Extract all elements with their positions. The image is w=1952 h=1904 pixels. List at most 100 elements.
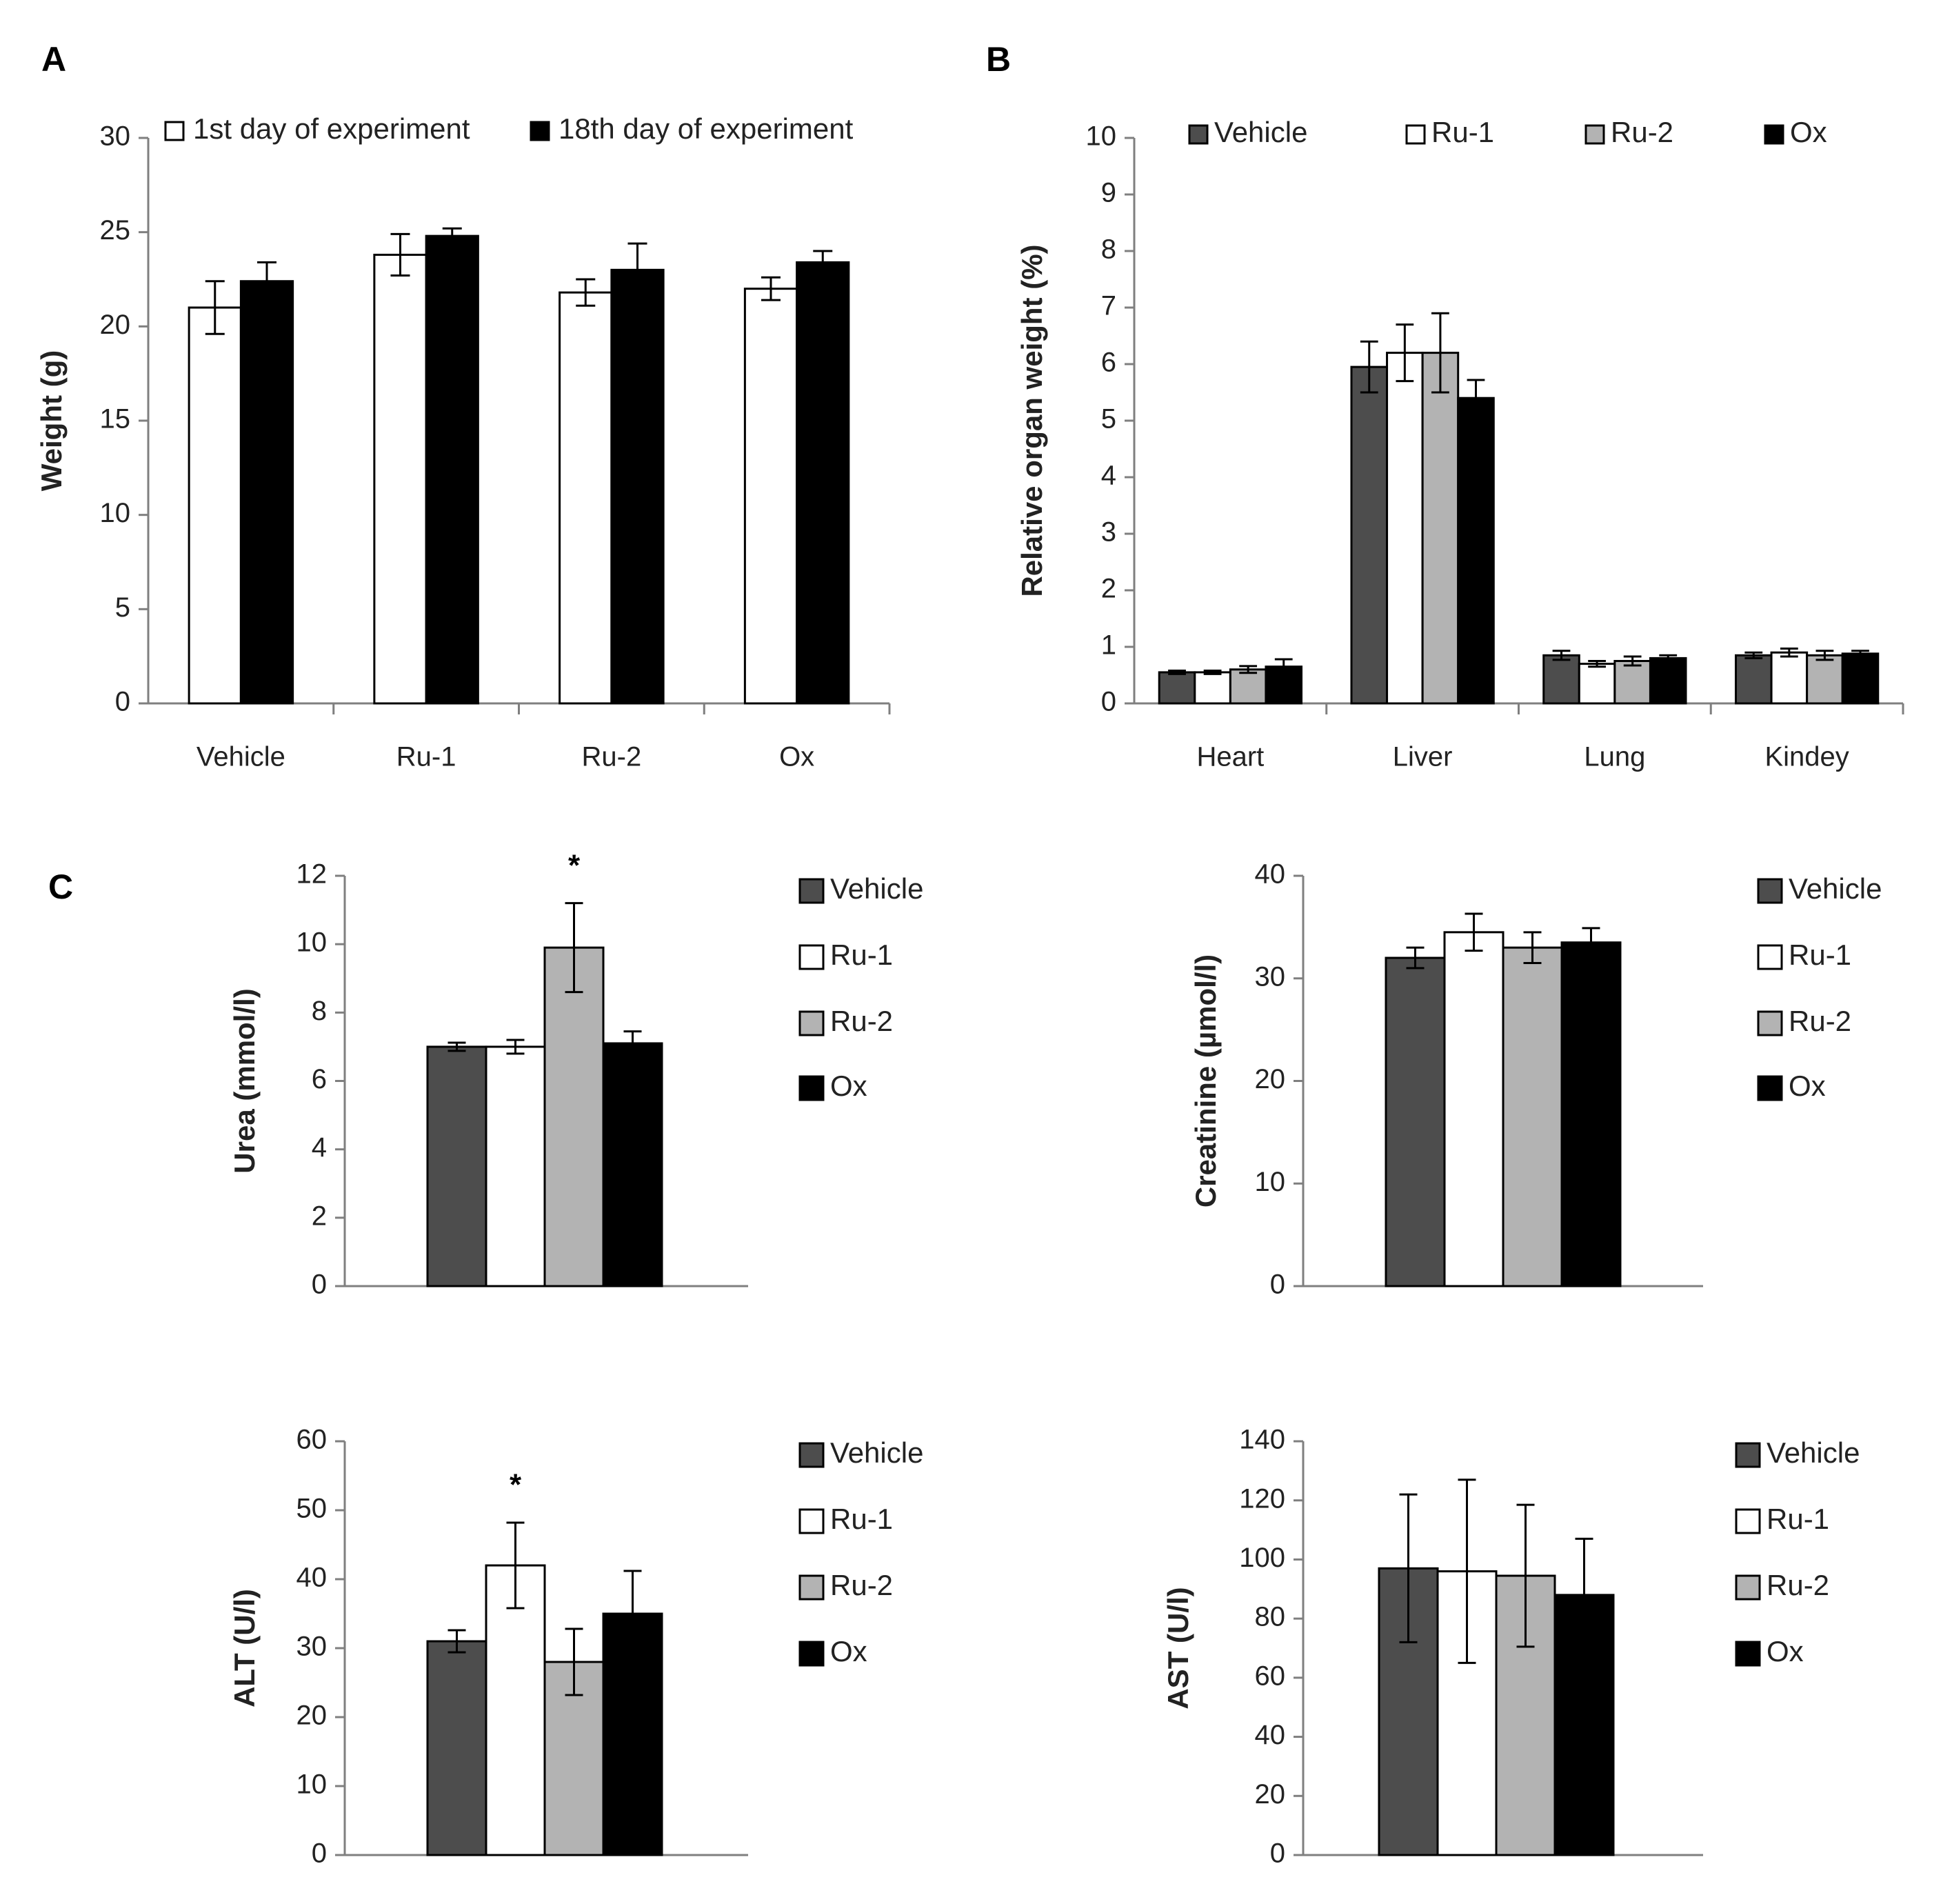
chart-panel-c1: C 0 2 4 6 8 10 12 Urea (mmol/l) * Vehicle Ru-1 Ru-2 O…: [48, 848, 923, 1299]
legend-swatch-vehicle: [1735, 1442, 1761, 1468]
legend-swatch-1st-day-of-experiment: [164, 121, 185, 141]
y-tick-label: 8: [312, 996, 327, 1026]
legend-label-ox: Ox: [1789, 1070, 1826, 1102]
bar-18th-day-of-experiment-ru-2: [610, 268, 665, 705]
y-tick-label: 1: [1101, 630, 1116, 661]
y-tick-label: 140: [1239, 1425, 1285, 1455]
y-tick-label: 20: [1255, 1064, 1286, 1094]
y-tick-label: 0: [115, 687, 130, 717]
panel-label: C: [48, 868, 73, 906]
bar-vehicle-liver: [1350, 365, 1389, 705]
x-tick-label-lung: Lung: [1584, 742, 1645, 772]
bar-ru-2-lung: [1613, 660, 1651, 705]
bar-ox: [1560, 941, 1622, 1287]
legend-swatch-18th-day-of-experiment: [530, 121, 550, 141]
legend-swatch-vehicle: [1757, 878, 1783, 904]
y-tick-label: 20: [1255, 1779, 1286, 1810]
x-tick-label-ru-1: Ru-1: [396, 742, 456, 772]
legend-swatch-ru-2: [1735, 1574, 1761, 1601]
y-tick-label: 8: [1101, 234, 1116, 265]
legend-label-ru-1: Ru-1: [1767, 1503, 1829, 1535]
legend-swatch-vehicle: [1188, 124, 1209, 145]
y-tick-label: 100: [1239, 1543, 1285, 1573]
legend-swatch-vehicle: [798, 1442, 825, 1468]
bar-vehicle: [426, 1640, 487, 1856]
x-tick-label-ru-2: Ru-2: [582, 742, 642, 772]
y-tick-label: 12: [296, 859, 328, 890]
y-tick-label: 40: [1255, 1720, 1286, 1750]
legend-swatch-ox: [1764, 124, 1784, 145]
bar-ox-kindey: [1841, 652, 1880, 705]
legend-label-ru-1: Ru-1: [830, 939, 893, 971]
legend-label-vehicle: Vehicle: [1767, 1436, 1860, 1469]
legend: Vehicle Ru-1 Ru-2 Ox: [798, 872, 923, 1102]
legend-label-ox: Ox: [1767, 1635, 1804, 1667]
significance-marker: *: [510, 1468, 522, 1502]
legend-label-vehicle: Vehicle: [1214, 116, 1307, 148]
y-tick-label: 30: [296, 1632, 328, 1662]
chart-panel-a: A 0 5 10 15 20 25 30 Weight (g) Vehicle Ru-1 Ru-2 Ox…: [35, 40, 891, 772]
y-tick-label: 50: [296, 1494, 328, 1524]
legend-label-1st-day-of-experiment: 1st day of experiment: [193, 112, 470, 145]
y-tick-label: 4: [312, 1132, 327, 1163]
y-tick-label: 0: [1270, 1838, 1285, 1869]
legend-label-ru-2: Ru-2: [830, 1569, 893, 1601]
legend-swatch-ox: [1757, 1075, 1783, 1101]
y-tick-label: 2: [1101, 574, 1116, 604]
legend-swatch-ox: [798, 1641, 825, 1667]
legend-label-18th-day-of-experiment: 18th day of experiment: [559, 112, 854, 145]
y-axis-title: Weight (g): [35, 350, 68, 492]
bar-ru-1-heart: [1194, 671, 1231, 705]
legend-label-vehicle: Vehicle: [1789, 872, 1882, 905]
x-tick-label-heart: Heart: [1196, 742, 1264, 772]
legend-label-ru-2: Ru-2: [1611, 116, 1673, 148]
y-tick-label: 10: [296, 1770, 328, 1800]
legend: 1st day of experiment 18th day of experim…: [164, 112, 854, 145]
bar-1st-day-of-experiment-ru-1: [373, 253, 427, 705]
y-tick-label: 0: [312, 1270, 327, 1300]
y-tick-label: 10: [100, 498, 131, 528]
y-tick-label: 20: [100, 310, 131, 340]
legend-swatch-ru-2: [798, 1010, 825, 1036]
legend-swatch-ru-2: [798, 1574, 825, 1601]
bar-18th-day-of-experiment-ox: [796, 261, 850, 705]
y-tick-label: 120: [1239, 1483, 1285, 1514]
bar-vehicle-heart: [1158, 671, 1196, 705]
legend-swatch-ru-2: [1584, 124, 1605, 145]
y-tick-label: 25: [100, 215, 131, 245]
bar-ru-2: [543, 946, 605, 1287]
bar-ru-2-heart: [1229, 668, 1267, 705]
chart-panel-c2: 0 10 20 30 40 Creatinine (µmol/l) Vehicle Ru-1 R…: [1189, 859, 1882, 1300]
legend-label-ru-1: Ru-1: [1789, 939, 1851, 971]
bar-1st-day-of-experiment-ox: [743, 288, 798, 705]
y-tick-label: 20: [296, 1701, 328, 1731]
y-tick-label: 10: [1086, 121, 1117, 152]
legend-label-ox: Ox: [1790, 116, 1827, 148]
bar-1st-day-of-experiment-ru-2: [559, 291, 613, 705]
y-tick-label: 0: [1270, 1270, 1285, 1300]
y-tick-label: 6: [1101, 348, 1116, 378]
legend-label-ru-1: Ru-1: [830, 1503, 893, 1535]
legend-label-ox: Ox: [830, 1635, 867, 1667]
panel-label: B: [986, 40, 1011, 79]
y-tick-label: 40: [296, 1563, 328, 1593]
bar-ru-1: [485, 1564, 546, 1856]
legend-swatch-ru-1: [798, 1508, 825, 1534]
y-tick-label: 4: [1101, 461, 1116, 491]
x-tick-label-ox: Ox: [779, 742, 814, 772]
y-tick-label: 10: [296, 928, 328, 958]
bar-ru-2-liver: [1421, 352, 1460, 705]
bar-vehicle: [426, 1045, 487, 1287]
chart-panel-b: B 0 1 2 3 4 5 6 7 8 9 10 Relative organ weight (%) He…: [986, 40, 1904, 772]
y-tick-label: 5: [115, 592, 130, 623]
legend-swatch-ru-1: [1757, 944, 1783, 970]
y-tick-label: 30: [1255, 961, 1286, 992]
bar-ru-1-lung: [1578, 663, 1616, 705]
bar-ru-2: [1502, 946, 1563, 1287]
bar-vehicle: [1385, 956, 1446, 1287]
y-tick-label: 60: [1255, 1661, 1286, 1691]
legend-swatch-ru-1: [1735, 1508, 1761, 1534]
y-tick-label: 30: [100, 121, 131, 152]
legend-label-ru-2: Ru-2: [1789, 1005, 1851, 1037]
legend: Vehicle Ru-1 Ru-2 Ox: [1188, 116, 1827, 148]
